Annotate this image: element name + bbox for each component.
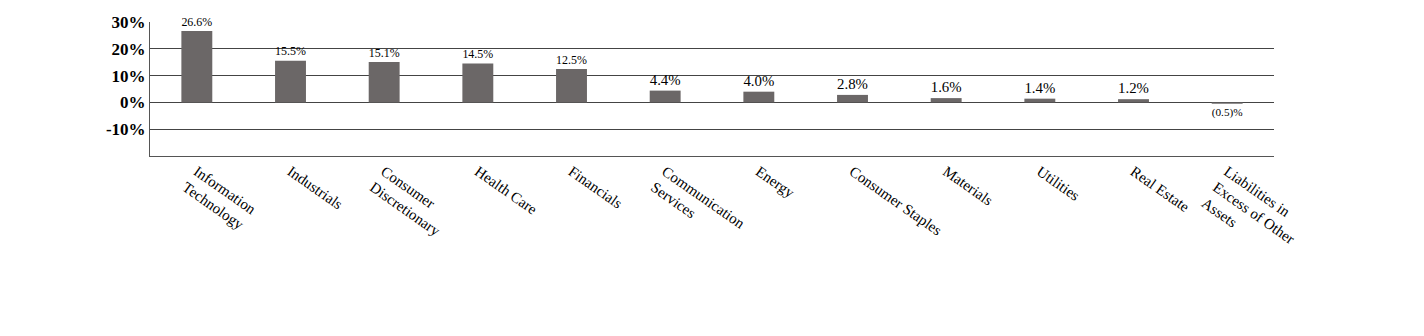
svg-text:1.2%: 1.2% [1118, 80, 1149, 96]
svg-text:Utilities: Utilities [1034, 163, 1083, 204]
svg-text:Real Estate: Real Estate [1127, 163, 1192, 215]
svg-text:26.6%: 26.6% [181, 15, 212, 29]
svg-text:ConsumerDiscretionary: ConsumerDiscretionary [367, 163, 455, 239]
svg-text:4.4%: 4.4% [650, 72, 681, 88]
svg-text:30%: 30% [112, 13, 146, 32]
svg-text:CommunicationServices: CommunicationServices [648, 163, 748, 248]
svg-text:(0.5)%: (0.5)% [1212, 106, 1243, 119]
svg-text:1.4%: 1.4% [1024, 80, 1055, 96]
svg-text:4.0%: 4.0% [743, 73, 774, 89]
svg-text:Industrials: Industrials [284, 163, 345, 213]
svg-text:-10%: -10% [106, 120, 146, 139]
svg-text:15.1%: 15.1% [369, 46, 400, 60]
svg-text:12.5%: 12.5% [556, 53, 587, 67]
svg-text:Liabilities inExcess of OtherA: Liabilities inExcess of OtherAssets [1199, 163, 1309, 263]
svg-text:1.6%: 1.6% [931, 79, 962, 95]
svg-text:14.5%: 14.5% [462, 47, 493, 61]
svg-text:Health Care: Health Care [472, 163, 540, 218]
svg-text:15.5%: 15.5% [275, 44, 306, 58]
svg-text:0%: 0% [120, 93, 146, 112]
svg-text:Consumer Staples: Consumer Staples [846, 163, 944, 239]
svg-text:InformationTechnology: InformationTechnology [180, 163, 259, 233]
svg-text:2.8%: 2.8% [837, 76, 868, 92]
svg-text:10%: 10% [112, 67, 146, 86]
svg-text:20%: 20% [112, 40, 146, 59]
svg-text:Financials: Financials [565, 163, 625, 212]
svg-text:Materials: Materials [940, 163, 996, 209]
svg-text:Energy: Energy [753, 163, 798, 201]
